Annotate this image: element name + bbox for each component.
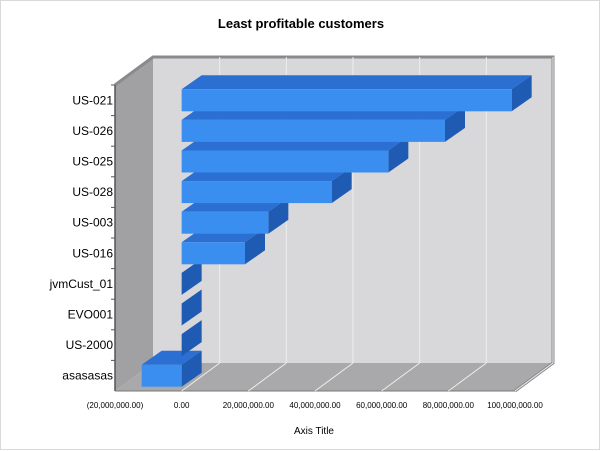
x-tick-label: 40,000,000.00 [289, 401, 341, 410]
category-labels: asasasas US-2000 EVO001 jvmCust_01 US-016 US-… [49, 84, 115, 383]
gridline-floor [314, 362, 354, 392]
category-label: US-025 [72, 155, 113, 169]
bar-US-021 [181, 75, 532, 112]
x-axis-title: Axis Title [294, 426, 334, 437]
gridline-floor [181, 362, 220, 392]
chart-title: Least profitable customers [218, 16, 384, 31]
bar-side [245, 228, 265, 265]
x-tick-label: 20,000,000.00 [223, 401, 275, 410]
category-label: US-003 [72, 216, 113, 230]
category-label: US-2000 [66, 338, 114, 352]
bar-side [268, 197, 289, 234]
category-label: US-026 [72, 124, 113, 138]
gridline-floor [514, 362, 554, 392]
bar-front [181, 119, 445, 142]
bar-side [181, 350, 202, 387]
bar-side [388, 136, 409, 173]
x-tick-label: 80,000,000.00 [423, 401, 475, 410]
bar-side [181, 320, 202, 357]
bar-US-2000 [181, 320, 202, 357]
category-label: US-016 [72, 246, 113, 260]
bar-front [181, 242, 245, 265]
category-label: asasasas [62, 369, 113, 383]
x-tick-label: 0.00 [174, 401, 190, 410]
gridline-floor [448, 362, 487, 392]
x-tick-label: 100,000,000.00 [487, 401, 543, 410]
category-label: EVO001 [68, 308, 114, 322]
bar-front [181, 150, 389, 173]
bar-asasasas [141, 350, 202, 387]
bar-side [445, 105, 465, 142]
bar-side [181, 258, 202, 295]
x-tick-label: (20,000,000.00) [87, 401, 144, 410]
bar-front [141, 364, 182, 387]
bar-front [181, 181, 332, 204]
bar-front [181, 89, 512, 112]
gridline-floor [381, 362, 420, 392]
bar-top [181, 75, 532, 90]
bar-front [181, 211, 269, 234]
category-label: jvmCust_01 [49, 277, 114, 291]
side-wall [115, 57, 153, 391]
bars [141, 75, 532, 387]
x-tick-label: 60,000,000.00 [356, 401, 408, 410]
bar-side [511, 75, 532, 112]
x-tick-labels: (20,000,000.00) 0.00 20,000,000.00 40,000,0… [87, 401, 544, 410]
bar-EVO001 [181, 289, 202, 326]
bar-side [181, 289, 202, 326]
bar-side [331, 167, 352, 204]
category-label: US-028 [72, 185, 113, 199]
gridline-floor [248, 362, 287, 392]
category-label: US-021 [72, 93, 113, 107]
bar-jvmCust_01 [181, 258, 202, 295]
